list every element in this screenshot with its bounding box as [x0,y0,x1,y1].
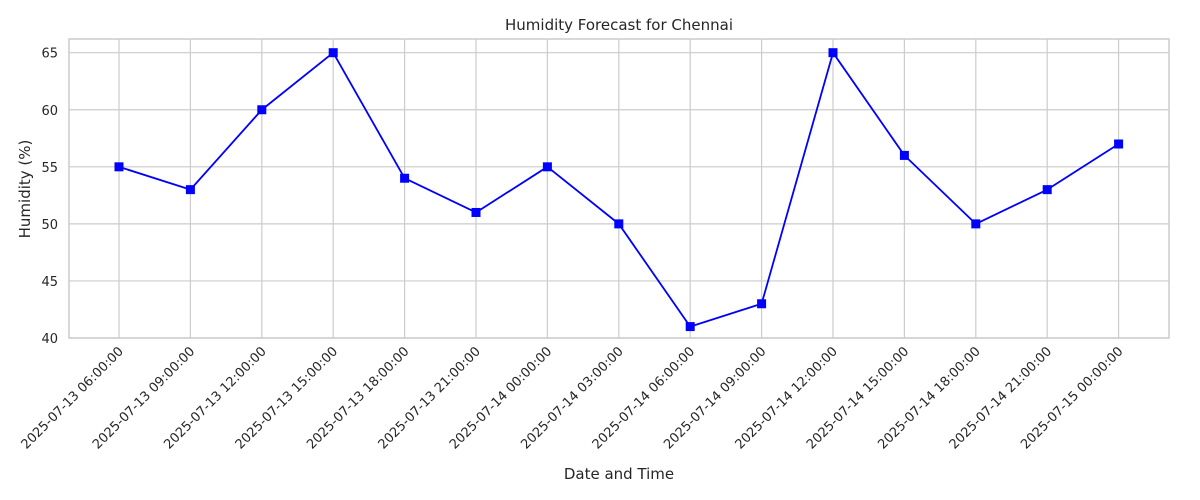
data-point [400,173,410,183]
data-point [614,219,624,229]
y-tick-label: 40 [41,332,58,347]
x-axis-title: Date and Time [564,465,674,483]
y-tick-labels: 40 45 50 55 60 65 [41,47,58,347]
y-tick-label: 65 [41,47,58,62]
data-point [685,322,695,332]
chart-title: Humidity Forecast for Chennai [505,16,733,34]
data-point [185,185,195,195]
data-point [114,162,124,172]
y-tick-label: 50 [41,218,58,233]
plot-frame [68,38,1170,339]
axes [68,38,1170,339]
data-point [328,48,338,58]
data-point [542,162,552,172]
y-tick-label: 45 [41,275,58,290]
data-point [828,48,838,58]
data-point [971,219,981,229]
data-point [757,299,767,309]
data-point [899,150,909,160]
data-point [471,207,481,217]
y-tick-label: 55 [41,161,58,176]
y-tick-label: 60 [41,104,58,119]
data-point [1114,139,1124,149]
y-axis-title: Humidity (%) [16,140,34,239]
data-point [1042,185,1052,195]
series-markers [114,48,1124,332]
data-point [257,105,267,115]
